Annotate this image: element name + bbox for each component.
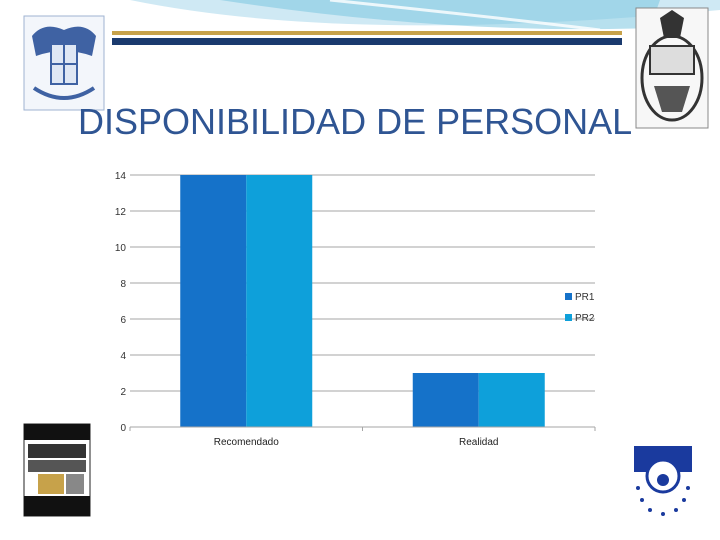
y-tick-label: 0 xyxy=(120,423,126,434)
legend-label: PR1 xyxy=(575,292,595,303)
chart-legend: PR1 PR2 xyxy=(565,292,595,324)
y-tick-label: 2 xyxy=(120,387,126,398)
y-tick-label: 8 xyxy=(120,279,126,290)
x-axis-ticks: Recomendado Realidad xyxy=(129,427,596,448)
y-tick-label: 6 xyxy=(120,315,126,326)
y-tick-label: 14 xyxy=(115,171,127,182)
legend-swatch xyxy=(565,293,572,300)
university-seal-right xyxy=(635,7,709,129)
reunion-bibliotecarios-logo xyxy=(23,423,91,517)
blue-circle-logo xyxy=(628,440,698,526)
y-tick-label: 10 xyxy=(115,243,127,254)
y-tick-label: 4 xyxy=(120,351,126,362)
x-tick-label: Recomendado xyxy=(214,437,279,448)
bar-pr2-recomendado xyxy=(246,175,313,427)
bar-pr1-recomendado xyxy=(180,175,247,427)
y-tick-label: 12 xyxy=(115,207,127,218)
university-seal-left xyxy=(23,15,105,111)
y-axis-ticks: 0 2 4 6 8 10 12 14 xyxy=(115,171,127,434)
bar-pr2-realidad xyxy=(478,373,545,427)
header-decoration xyxy=(112,0,720,45)
chart-bars xyxy=(180,175,545,427)
slide-title: DISPONIBILIDAD DE PERSONAL xyxy=(78,101,632,142)
x-tick-label: Realidad xyxy=(459,437,498,448)
legend-label: PR2 xyxy=(575,313,595,324)
bar-pr1-realidad xyxy=(412,373,479,427)
bar-chart: 0 2 4 6 8 10 12 14 Recomendado Realidad PR1 PR2 xyxy=(115,171,596,448)
legend-swatch xyxy=(565,314,572,321)
